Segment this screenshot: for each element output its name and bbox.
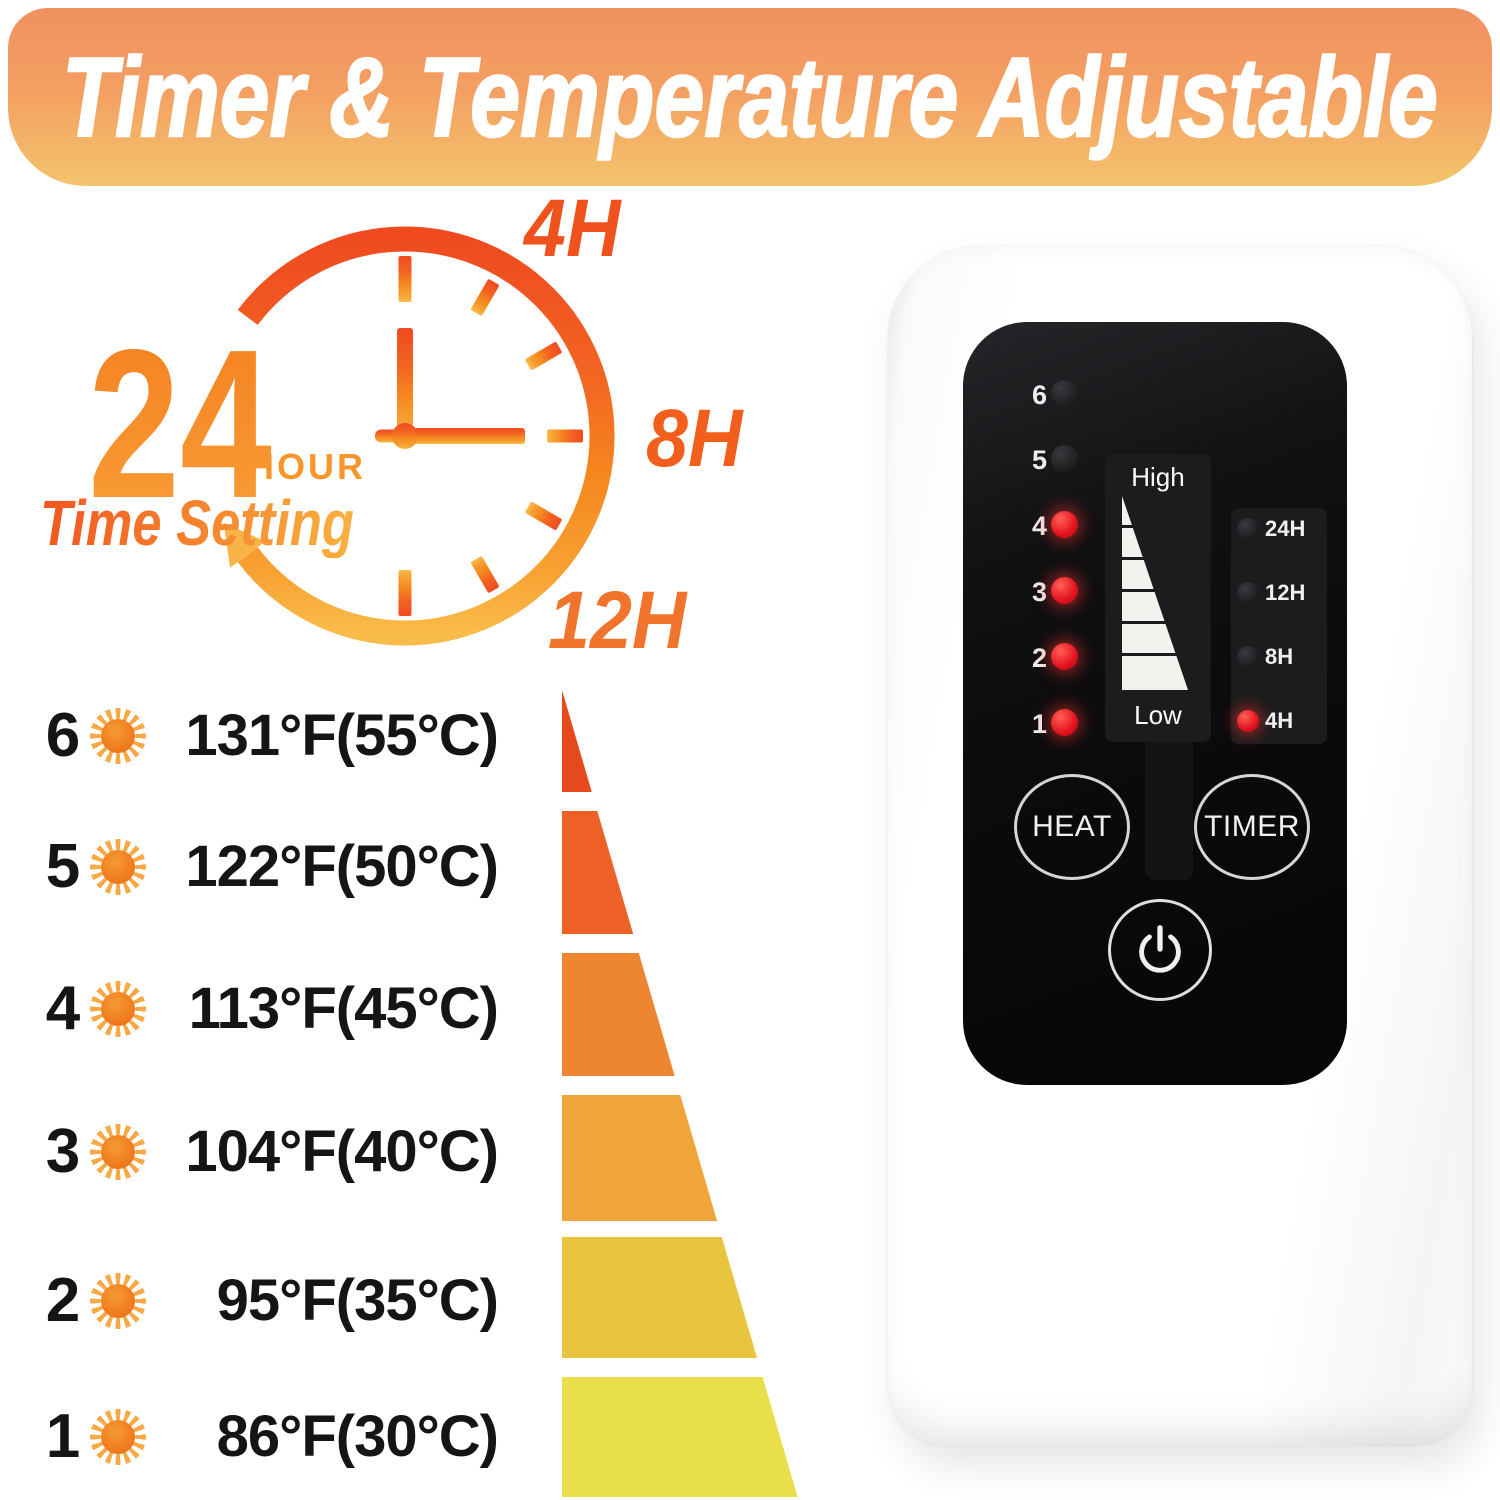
sun-icon <box>90 839 146 895</box>
timer-button-label: TIMER <box>1204 810 1300 843</box>
clock-arrow-icon <box>223 522 266 568</box>
staircase-band <box>562 811 634 934</box>
temp-value: 104°F(40°C) <box>185 1119 499 1184</box>
timer-button[interactable]: TIMER <box>1194 774 1310 880</box>
staircase-band <box>562 1237 758 1358</box>
temp-level-number: 5 <box>45 832 81 901</box>
temp-level-number: 3 <box>45 1117 81 1186</box>
staircase-band <box>562 953 675 1076</box>
heat-level-led <box>1051 643 1078 670</box>
sun-icon <box>90 981 146 1037</box>
remote-device: 6 5 4 3 2 1 <box>888 246 1472 1446</box>
timer-led <box>1237 582 1259 604</box>
clock-hand-hour <box>395 428 525 444</box>
display-high-label: High <box>1131 462 1185 492</box>
time-setting-subtitle: Time Setting <box>40 487 354 559</box>
heat-level-label: 2 <box>1031 643 1047 673</box>
temp-level-number: 6 <box>45 701 81 770</box>
heat-level-label: 5 <box>1031 445 1047 475</box>
remote-panel: 6 5 4 3 2 1 <box>963 322 1347 1085</box>
timer-led-row: 24H <box>1231 516 1327 542</box>
heat-level-row: 4 <box>963 511 1093 543</box>
sun-icon <box>90 1409 146 1465</box>
heat-level-led <box>1051 380 1078 407</box>
display-window: High Low <box>1105 454 1211 742</box>
temp-level-number: 1 <box>45 1402 81 1471</box>
timer-led-row: 12H <box>1231 580 1327 606</box>
timer-led <box>1237 710 1259 732</box>
heat-level-led <box>1051 511 1078 538</box>
hour-word: HOUR <box>248 446 366 487</box>
temp-level-row: 4 113°F(45°C) <box>42 973 499 1045</box>
heat-staircase-graphic <box>562 690 798 1497</box>
heat-button-label: HEAT <box>1032 810 1112 843</box>
timer-led-label: 24H <box>1265 516 1306 541</box>
heat-level-row: 3 <box>963 577 1093 609</box>
sun-icon <box>90 1124 146 1180</box>
staircase-band <box>562 690 592 792</box>
heat-level-row: 6 <box>963 380 1093 412</box>
timer-panel: 24H 12H 8H 4H <box>1231 508 1327 744</box>
temp-level-row: 2 95°F(35°C) <box>42 1265 499 1337</box>
label-4h: 4H <box>524 183 621 274</box>
sun-icon <box>90 708 146 764</box>
clock-ticks <box>398 256 583 616</box>
timer-led-row: 8H <box>1231 644 1327 670</box>
temp-level-number: 4 <box>45 974 81 1043</box>
heat-button[interactable]: HEAT <box>1014 774 1130 880</box>
temp-level-number: 2 <box>45 1266 81 1335</box>
label-8h: 8H <box>646 393 743 484</box>
heat-level-label: 1 <box>1031 709 1047 739</box>
temp-level-row: 6 131°F(55°C) <box>42 700 499 772</box>
sun-icon <box>90 1273 146 1329</box>
temp-level-row: 1 86°F(30°C) <box>42 1401 499 1473</box>
heat-level-row: 1 <box>963 709 1093 741</box>
heat-level-row: 2 <box>963 643 1093 675</box>
page-title: Timer & Temperature Adjustable <box>61 33 1439 161</box>
clock-hand-minute <box>397 328 413 440</box>
temp-level-row: 5 122°F(50°C) <box>42 831 499 903</box>
power-button[interactable] <box>1108 899 1212 1001</box>
big-24-number: 24 <box>88 305 272 542</box>
heat-level-label: 3 <box>1031 577 1047 607</box>
power-icon <box>1139 925 1181 973</box>
timer-led-label: 8H <box>1265 644 1294 669</box>
display-strip <box>1145 742 1193 880</box>
timer-led-row: 4H <box>1231 708 1327 734</box>
heat-gauge-triangle <box>1122 496 1188 690</box>
heat-level-row: 5 <box>963 445 1093 477</box>
timer-led <box>1237 518 1259 540</box>
heat-level-led <box>1051 709 1078 736</box>
label-12h: 12H <box>548 575 687 666</box>
temp-value: 95°F(35°C) <box>216 1268 499 1333</box>
temp-value: 86°F(30°C) <box>216 1404 499 1469</box>
clock-graphic <box>223 226 615 646</box>
display-low-label: Low <box>1134 700 1182 730</box>
timer-led-label: 12H <box>1265 580 1306 605</box>
staircase-band <box>562 1377 798 1497</box>
temp-value: 131°F(55°C) <box>185 703 499 768</box>
heat-level-led <box>1051 445 1078 472</box>
heat-level-label: 6 <box>1031 380 1047 410</box>
heat-level-label: 4 <box>1031 511 1047 541</box>
staircase-band <box>562 1095 718 1221</box>
temp-level-row: 3 104°F(40°C) <box>42 1116 499 1188</box>
timer-led <box>1237 646 1259 668</box>
clock-center-dot <box>392 423 418 449</box>
heat-level-led <box>1051 577 1078 604</box>
timer-led-label: 4H <box>1265 708 1294 733</box>
banner: Timer & Temperature Adjustable <box>8 8 1492 186</box>
clock-ring <box>237 226 615 646</box>
temp-value: 122°F(50°C) <box>185 834 499 899</box>
temp-value: 113°F(45°C) <box>188 976 499 1041</box>
